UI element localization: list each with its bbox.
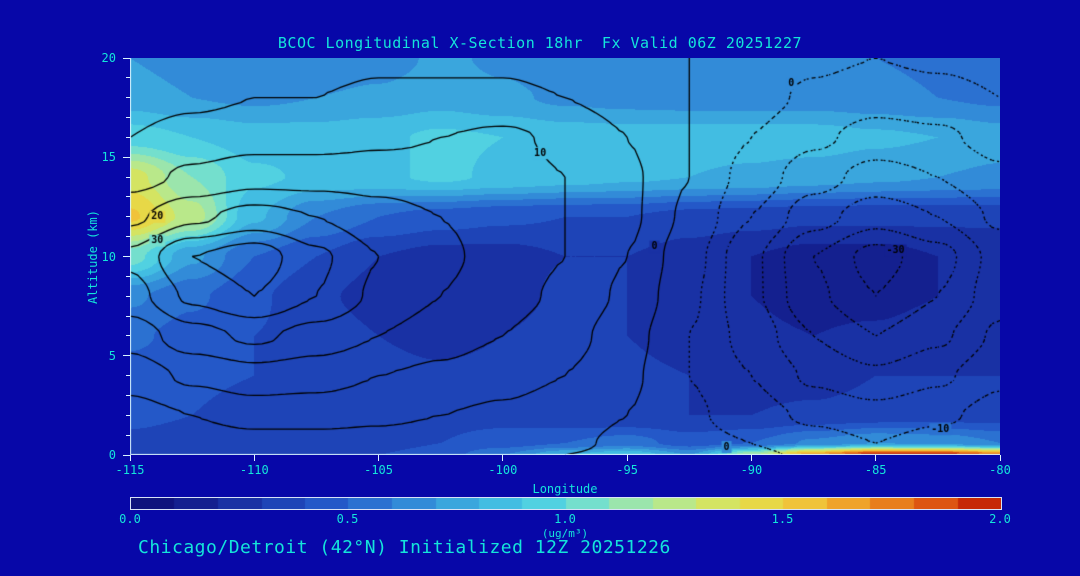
- x-axis-label: Longitude: [532, 482, 598, 496]
- colorbar-tick-label: 1.0: [554, 512, 576, 526]
- y-minor-tick-mark: [126, 216, 130, 218]
- xsection-plot: [130, 58, 1000, 455]
- y-minor-tick-mark: [126, 136, 130, 138]
- colorbar-tick-label: 2.0: [989, 512, 1011, 526]
- chart-title: BCOC Longitudinal X-Section 18hr Fx Vali…: [277, 34, 803, 52]
- y-minor-tick-mark: [126, 394, 130, 396]
- x-tick-mark: [750, 455, 752, 461]
- y-tick-mark: [123, 57, 130, 59]
- y-tick-mark: [123, 256, 130, 257]
- x-tick-label: -95: [616, 463, 638, 477]
- x-tick-label: -110: [239, 463, 269, 477]
- x-tick-label: -105: [364, 463, 394, 477]
- colorbar-tick-label: 0.5: [336, 512, 359, 526]
- y-minor-tick-mark: [126, 434, 130, 436]
- caption: Chicago/Detroit (42°N) Initialized 12Z 2…: [138, 537, 671, 558]
- x-tick-mark: [626, 455, 628, 461]
- x-tick-label: -115: [115, 463, 145, 477]
- x-tick-mark: [999, 455, 1001, 461]
- y-minor-tick-mark: [126, 176, 130, 178]
- x-tick-label: -85: [864, 463, 887, 477]
- colorbar-units: (ug/m³): [541, 527, 589, 540]
- y-tick-label: 15: [101, 150, 116, 165]
- x-tick-mark: [378, 455, 380, 461]
- y-minor-tick-mark: [126, 97, 130, 99]
- y-minor-tick-mark: [126, 295, 130, 297]
- y-minor-tick-mark: [126, 196, 130, 198]
- y-minor-tick-mark: [126, 275, 130, 277]
- x-tick-mark: [129, 455, 131, 461]
- y-tick-label: 10: [101, 249, 116, 264]
- x-tick-label: -100: [488, 463, 518, 477]
- y-minor-tick-mark: [126, 375, 130, 377]
- y-minor-tick-mark: [126, 117, 130, 119]
- y-minor-tick-mark: [126, 414, 130, 416]
- colorbar: [130, 497, 1002, 510]
- x-tick-mark: [875, 455, 877, 461]
- x-tick-mark: [502, 455, 504, 461]
- y-tick-mark: [123, 355, 130, 357]
- y-tick-label: 0: [108, 448, 116, 462]
- x-tick-mark: [253, 455, 255, 461]
- y-tick-label: 20: [101, 51, 116, 65]
- x-tick-label: -80: [989, 463, 1011, 477]
- y-minor-tick-mark: [126, 77, 130, 79]
- y-tick-label: 5: [108, 348, 116, 363]
- colorbar-tick-label: 1.5: [771, 512, 794, 526]
- y-tick-mark: [123, 156, 130, 158]
- y-minor-tick-mark: [126, 315, 130, 317]
- y-tick-mark: [123, 454, 130, 456]
- colorbar-tick-label: 0.0: [119, 512, 141, 526]
- y-minor-tick-mark: [126, 236, 130, 238]
- y-minor-tick-mark: [126, 335, 130, 337]
- x-tick-label: -90: [740, 463, 763, 477]
